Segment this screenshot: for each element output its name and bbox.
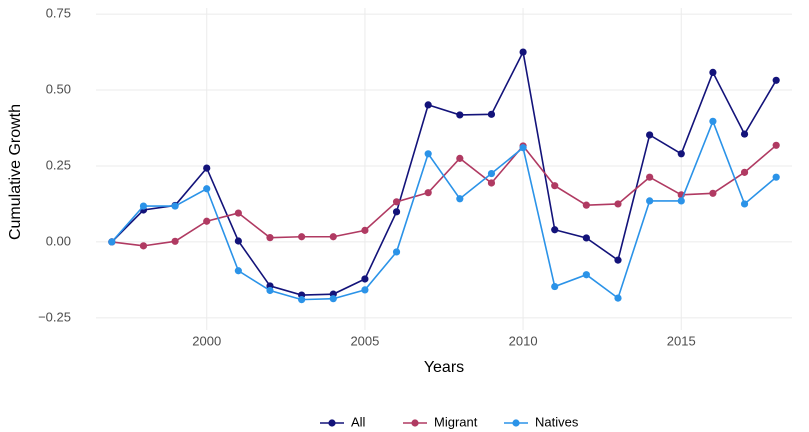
series-line [111, 144, 777, 247]
x-tick-label: 2005 [350, 333, 379, 348]
data-point [266, 234, 274, 242]
data-point [772, 141, 780, 149]
data-point [740, 168, 749, 176]
data-point [234, 237, 242, 245]
y-tick-label: −0.25 [38, 309, 71, 324]
data-point [392, 248, 401, 256]
data-point [298, 296, 306, 304]
data-point [646, 173, 654, 181]
data-point [456, 111, 464, 119]
data-point [424, 189, 432, 197]
data-point [709, 68, 717, 76]
data-point [139, 202, 148, 210]
data-point [361, 275, 369, 283]
data-point [234, 209, 242, 217]
legend-text: All [351, 414, 366, 429]
data-point [582, 201, 590, 209]
data-point [740, 200, 749, 208]
data-point [740, 130, 749, 138]
legend-marker [512, 419, 520, 427]
data-point [487, 169, 496, 178]
legend-marker [328, 419, 336, 427]
y-axis-title: Cumulative Growth [7, 104, 24, 240]
data-point [329, 295, 337, 303]
data-point [646, 197, 654, 205]
series-line [111, 119, 777, 301]
data-point [329, 233, 337, 241]
data-point [203, 185, 211, 193]
y-tick-label: 0.50 [46, 81, 71, 96]
data-point [551, 282, 559, 291]
data-point [203, 164, 211, 172]
data-point [424, 150, 432, 158]
data-point [677, 150, 685, 158]
data-point [108, 238, 116, 246]
data-point [456, 195, 464, 203]
data-point [582, 234, 590, 242]
x-axis-title: Years [424, 359, 464, 376]
data-point [709, 117, 717, 125]
data-point [646, 131, 654, 139]
data-point [171, 237, 179, 245]
x-tick-label: 2015 [667, 333, 696, 348]
data-point [487, 179, 496, 187]
data-point [361, 226, 369, 234]
data-point [772, 76, 780, 84]
data-point [298, 233, 306, 241]
data-point [266, 286, 274, 295]
data-point [487, 110, 496, 118]
data-point [551, 226, 559, 234]
x-tick-label: 2000 [192, 333, 221, 348]
data-point [677, 197, 685, 205]
data-point [361, 286, 369, 294]
data-point [614, 294, 622, 302]
y-tick-label: 0.75 [46, 6, 71, 21]
y-tick-label: 0.00 [46, 233, 71, 248]
data-point [772, 173, 780, 181]
data-point [614, 200, 622, 208]
series-line [111, 49, 777, 296]
legend-marker [411, 419, 419, 427]
data-point [392, 198, 401, 206]
data-point [551, 182, 559, 190]
data-point [139, 242, 148, 250]
data-point [614, 256, 622, 264]
data-point [424, 101, 432, 109]
legend-text: Natives [535, 414, 579, 429]
data-point [709, 189, 717, 197]
data-point [519, 48, 527, 56]
x-tick-label: 2010 [509, 333, 538, 348]
data-point [234, 267, 242, 275]
data-point [519, 144, 527, 152]
data-point [203, 217, 211, 225]
data-point [582, 271, 590, 279]
legend-text: Migrant [434, 414, 478, 429]
data-point [392, 208, 401, 216]
data-point [171, 202, 179, 210]
data-point [456, 154, 464, 162]
y-tick-label: 0.25 [46, 157, 71, 172]
